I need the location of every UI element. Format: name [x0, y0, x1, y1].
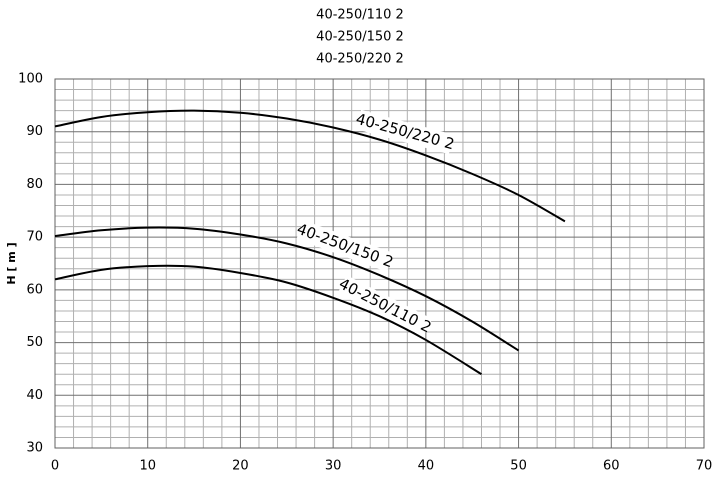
- y-tick-label: 50: [26, 335, 43, 350]
- plot-border: [54, 78, 705, 449]
- y-tick-label: 70: [26, 230, 43, 245]
- x-tick-label: 70: [696, 459, 713, 474]
- curve-label: 40-250/150 2: [295, 220, 396, 272]
- curve-label: 40-250/110 2: [336, 275, 434, 337]
- y-tick-label: 100: [18, 72, 43, 87]
- y-tick-label: 40: [26, 388, 43, 403]
- legend-entry: 40-250/150 2: [316, 30, 404, 45]
- curve-label-bg: [337, 275, 433, 337]
- y-axis-label: H [ m ]: [5, 242, 18, 284]
- y-tick-label: 80: [26, 177, 43, 192]
- x-tick-label: 50: [510, 459, 527, 474]
- y-tick-label: 90: [26, 124, 43, 139]
- x-tick-label: 20: [232, 459, 249, 474]
- x-tick-label: 30: [325, 459, 342, 474]
- y-tick-label: 60: [26, 282, 43, 297]
- curve: [54, 264, 483, 376]
- legend-entry: 40-250/220 2: [316, 52, 404, 67]
- curve-label-bg: [296, 220, 394, 272]
- y-tick-label: 30: [26, 441, 43, 456]
- curve: [54, 226, 520, 352]
- x-tick-label: 0: [51, 459, 59, 474]
- curve: [54, 109, 566, 223]
- legend-entry: 40-250/110 2: [316, 8, 404, 23]
- x-tick-label: 40: [418, 459, 435, 474]
- x-tick-label: 60: [603, 459, 620, 474]
- x-tick-label: 10: [139, 459, 156, 474]
- curve-label-bg: [356, 109, 454, 155]
